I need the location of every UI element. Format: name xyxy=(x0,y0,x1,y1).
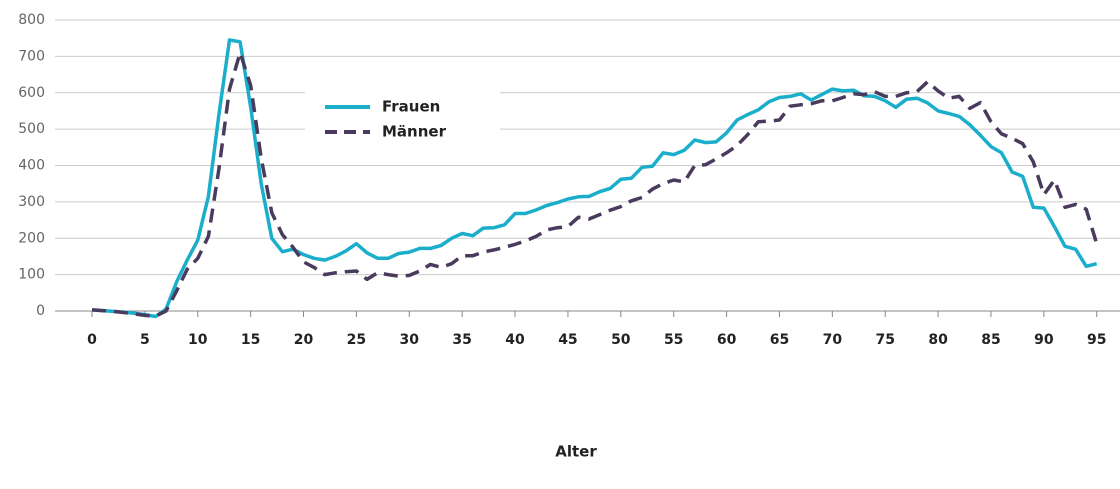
x-tick-label: 95 xyxy=(1087,332,1106,348)
x-tick-label: 50 xyxy=(611,332,631,348)
x-tick-label: 45 xyxy=(558,332,577,348)
x-tick-label: 0 xyxy=(87,332,97,348)
x-tick-label: 80 xyxy=(928,332,948,348)
y-tick-label: 300 xyxy=(18,194,45,210)
y-tick-label: 100 xyxy=(18,267,45,283)
y-tick-label: 800 xyxy=(18,12,45,28)
line-series xyxy=(91,38,1098,319)
x-tick-label: 25 xyxy=(347,332,366,348)
x-axis-label: Alter xyxy=(555,443,597,461)
y-tick-label: 0 xyxy=(36,303,45,319)
y-tick-label: 500 xyxy=(18,121,45,137)
legend-label: Männer xyxy=(382,123,447,141)
x-tick-label: 85 xyxy=(981,332,1000,348)
y-tick-label: 400 xyxy=(18,158,45,174)
x-tick-label: 35 xyxy=(452,332,471,348)
x-tick-label: 60 xyxy=(717,332,737,348)
legend-label: Frauen xyxy=(382,98,440,116)
x-tick-label: 75 xyxy=(875,332,894,348)
legend-box xyxy=(305,90,500,148)
y-tick-label: 700 xyxy=(18,48,45,64)
x-tick-label: 30 xyxy=(400,332,420,348)
x-tick-label: 90 xyxy=(1034,332,1054,348)
x-tick-label: 20 xyxy=(294,332,314,348)
x-tick-label: 5 xyxy=(140,332,150,348)
y-tick-label: 600 xyxy=(18,85,45,101)
line-series xyxy=(91,50,1099,318)
y-tick-label: 200 xyxy=(18,230,45,246)
x-tick-label: 70 xyxy=(823,332,843,348)
x-tick-label: 10 xyxy=(188,332,208,348)
x-tick-label: 40 xyxy=(505,332,525,348)
x-tick-label: 15 xyxy=(241,332,260,348)
x-tick-label: 65 xyxy=(770,332,789,348)
x-tick-label: 55 xyxy=(664,332,683,348)
